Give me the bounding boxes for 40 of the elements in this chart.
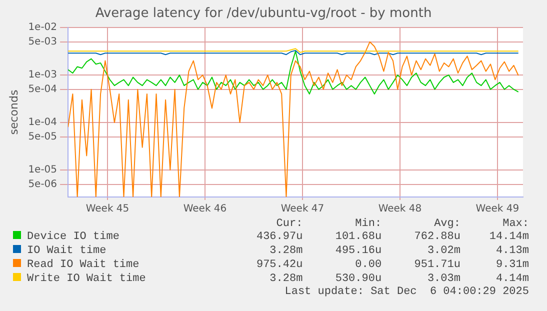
text: 4.13m (494, 244, 529, 258)
text: Avg: (433, 218, 460, 230)
legend-label: Read IO Wait time (26, 258, 140, 272)
y-tick-label: 1e-02 (28, 22, 58, 34)
x-tick-label: Week 48 (378, 204, 422, 215)
y-tick-label: 5e-03 (28, 36, 58, 48)
x-tick-label: Week 47 (280, 204, 324, 215)
y-tick-label: 5e-04 (28, 84, 58, 95)
legend-label: IO Wait time (26, 244, 108, 258)
text: 495.16u (334, 244, 382, 258)
text: 101.68u (334, 230, 382, 244)
text: Cur: (275, 218, 303, 230)
text: Last update: Sat Dec 6 04:00:29 2025 (284, 286, 529, 298)
text: 530.90u (334, 272, 382, 286)
legend-label: Write IO Wait time (26, 272, 147, 286)
text: 3.03m (426, 272, 460, 286)
y-tick-label: 5e-05 (28, 131, 58, 142)
x-tick-label: Week 46 (183, 204, 227, 215)
y-tick-label: 1e-03 (28, 70, 58, 81)
text: Min: (354, 218, 382, 230)
y-tick-label: 1e-05 (28, 164, 58, 176)
text: 14.14m (488, 230, 529, 244)
chart-title: Average latency for /dev/ubuntu-vg/root - by month (95, 6, 432, 22)
text: 0.00 (354, 258, 382, 272)
text: 975.42u (255, 258, 303, 272)
text: 3.02m (426, 244, 460, 258)
text: 4.14m (494, 272, 529, 286)
legend-label: Device IO time (26, 230, 120, 244)
text: 3.28m (268, 244, 303, 258)
text: 9.31m (494, 258, 529, 272)
text: Max: (502, 218, 529, 230)
x-tick-label: Week 49 (476, 204, 520, 215)
text: 3.28m (268, 272, 303, 286)
y-tick-label: 1e-04 (28, 117, 58, 128)
y-tick-label: 5e-06 (28, 178, 58, 190)
text: 762.88u (413, 230, 460, 244)
x-tick-label: Week 45 (86, 204, 130, 215)
y-axis-title: seconds (7, 90, 20, 135)
text: 436.97u (255, 230, 303, 244)
text: 951.71u (413, 258, 460, 272)
